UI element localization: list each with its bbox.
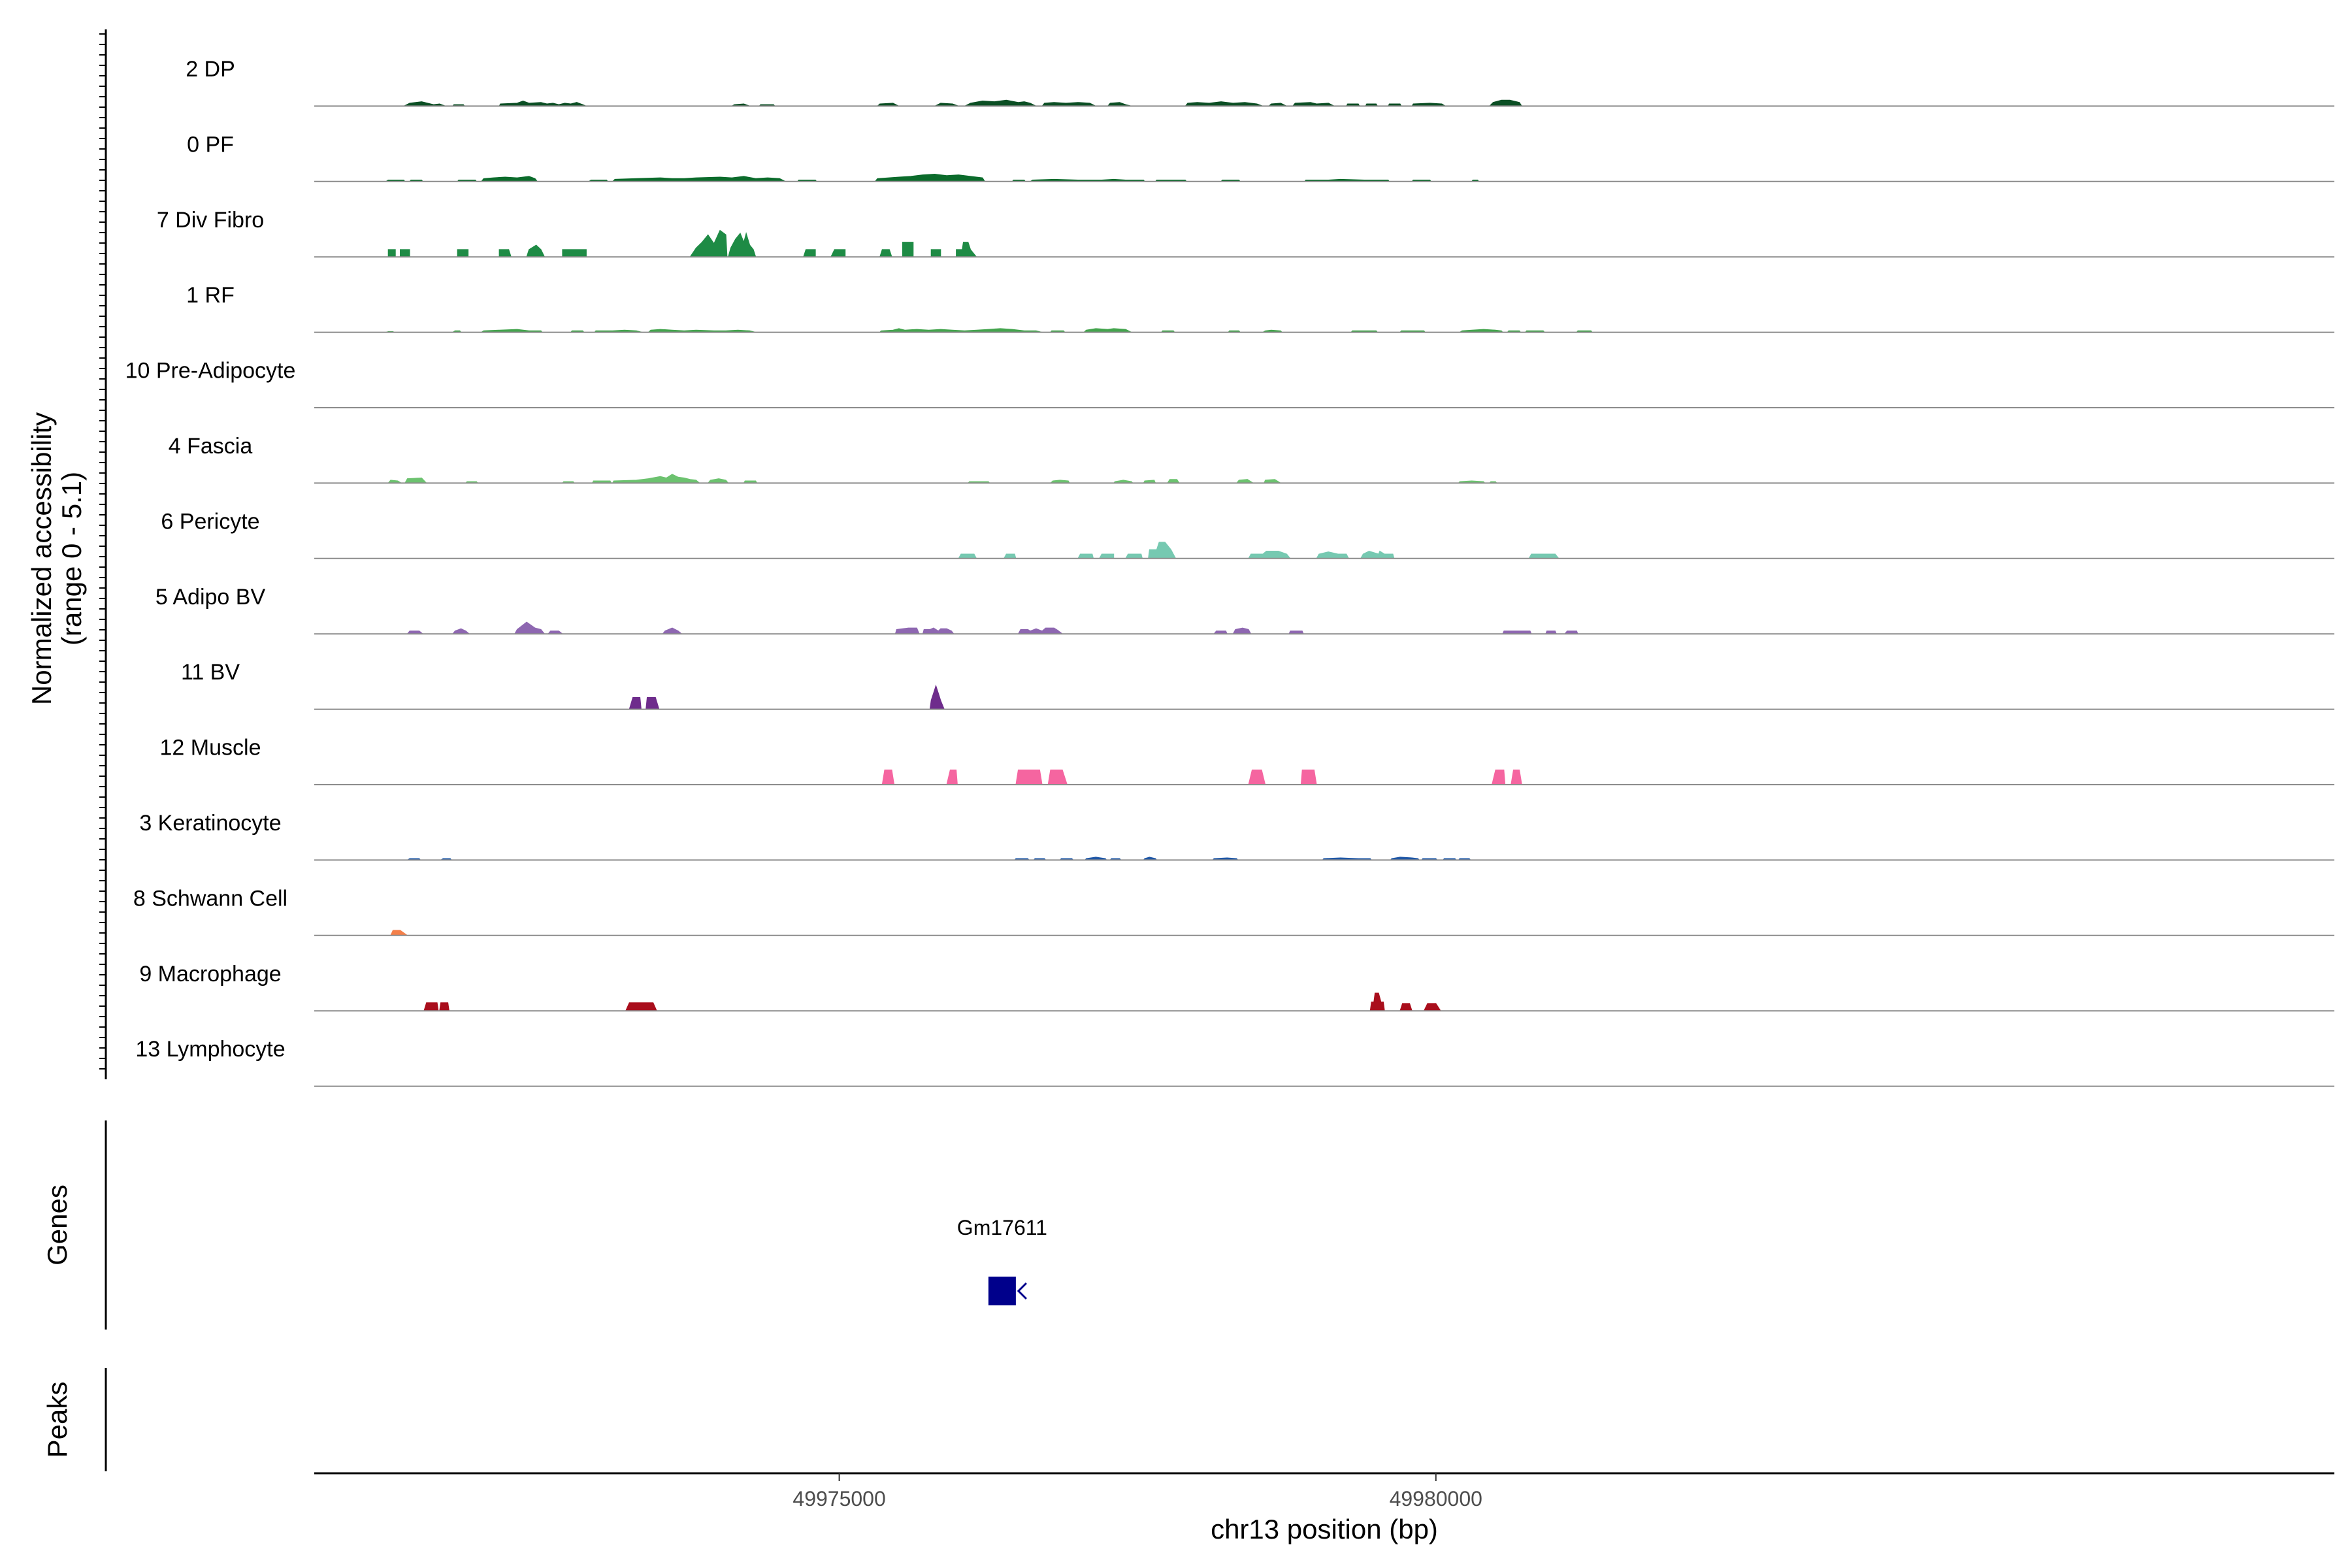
track-label: 6 Pericyte [161, 509, 259, 534]
track-label: 7 Div Fibro [157, 208, 264, 233]
x-axis-title: chr13 position (bp) [1211, 1514, 1438, 1544]
track-label: 10 Pre-Adipocyte [125, 359, 296, 384]
track-9-macrophage: 9 Macrophage [139, 962, 2334, 1012]
genes-panel-title: Genes [42, 1184, 73, 1266]
track-label: 5 Adipo BV [155, 585, 266, 610]
genes-panel: Genes Gm17611 [42, 1120, 1047, 1330]
accessibility-tracks: 2 DP 0 PF 7 Div Fibro 1 RF 10 Pre-Adipocyte 4… [125, 57, 2334, 1087]
track-13-lymphocyte: 13 Lymphocyte [135, 1037, 2334, 1087]
track-8-schwann-cell: 8 Schwann Cell [133, 886, 2334, 936]
gene-strand-arrow [1017, 1282, 1027, 1300]
coverage-area-6-pericyte [958, 542, 1560, 559]
track-5-adipo-bv: 5 Adipo BV [155, 585, 2334, 635]
track-10-pre-adipocyte: 10 Pre-Adipocyte [125, 359, 2334, 408]
gene-gm17611: Gm17611 [957, 1216, 1047, 1305]
coverage-area-8-schwann-cell [390, 930, 409, 936]
x-tick-label: 49980000 [1390, 1487, 1482, 1511]
y-axis [99, 29, 107, 1079]
track-label: 4 Fascia [169, 434, 253, 459]
coverage-area-4-fascia [387, 474, 1497, 483]
track-label: 11 BV [181, 660, 240, 685]
gene-annotations: Gm17611 [957, 1216, 1047, 1305]
track-4-fascia: 4 Fascia [169, 434, 2334, 484]
gene-label: Gm17611 [957, 1216, 1047, 1239]
track-label: 1 RF [186, 283, 235, 308]
gene-exon [988, 1277, 1016, 1305]
track-label: 9 Macrophage [139, 962, 281, 987]
y-axis-minor-ticks [99, 33, 106, 1070]
peaks-panel: Peaks [42, 1368, 107, 1471]
track-label: 13 Lymphocyte [135, 1037, 285, 1062]
track-1-rf: 1 RF [186, 283, 2334, 333]
track-label: 2 DP [186, 57, 235, 82]
track-0-pf: 0 PF [187, 132, 2334, 182]
coverage-area-12-muscle [881, 769, 1522, 785]
coverage-area-5-adipo-bv [406, 621, 1578, 634]
y-axis-title-line2: (range 0 - 5.1) [56, 472, 87, 645]
track-label: 8 Schwann Cell [133, 886, 287, 911]
coverage-area-7-div-fibro [387, 229, 977, 257]
track-label: 0 PF [187, 132, 234, 157]
x-tick-label: 49975000 [792, 1487, 885, 1511]
track-6-pericyte: 6 Pericyte [161, 509, 2334, 559]
track-11-bv: 11 BV [181, 660, 2334, 710]
track-2-dp: 2 DP [186, 57, 2334, 107]
coverage-area-11-bv [629, 684, 945, 710]
track-label: 3 Keratinocyte [139, 811, 281, 836]
track-3-keratinocyte: 3 Keratinocyte [139, 811, 2334, 861]
track-7-div-fibro: 7 Div Fibro [157, 208, 2334, 258]
coverage-area-2-dp [403, 99, 1523, 106]
x-axis-ticks: 49975000 49980000 [792, 1473, 1482, 1511]
coverage-area-9-macrophage [423, 992, 1442, 1011]
x-axis: 49975000 49980000 chr13 position (bp) [314, 1472, 2334, 1544]
coverage-area-0-pf [384, 173, 1480, 182]
track-label: 12 Muscle [160, 736, 261, 760]
y-axis-title-line1: Normalized accessibility [26, 412, 57, 705]
track-12-muscle: 12 Muscle [160, 736, 2334, 785]
peaks-panel-title: Peaks [42, 1382, 73, 1458]
